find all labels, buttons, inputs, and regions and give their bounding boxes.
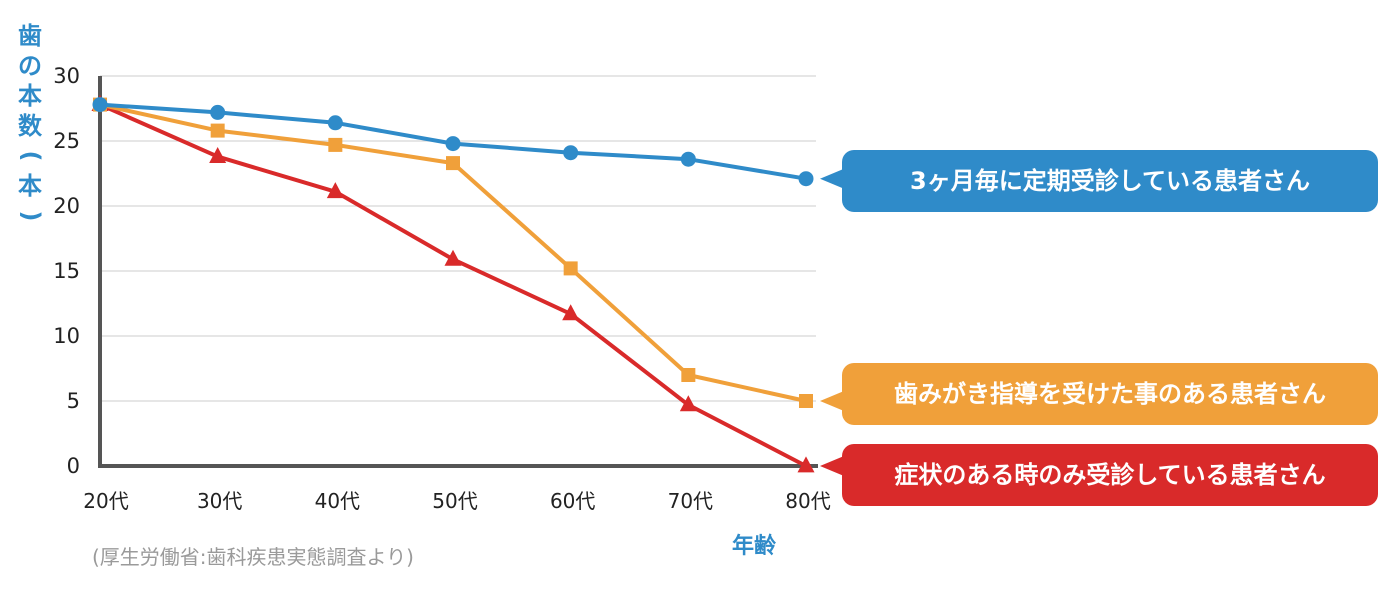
y-tick-label: 25	[53, 129, 80, 153]
x-tick-label: 60代	[550, 489, 595, 513]
x-tick-label: 50代	[432, 489, 477, 513]
y-axis-label-char: 数	[18, 112, 43, 140]
callout-pointer	[820, 168, 844, 189]
data-point	[328, 137, 343, 152]
legend-callout	[842, 150, 1378, 212]
x-axis-label: 年齢	[732, 533, 777, 559]
data-point	[446, 156, 460, 171]
y-axis-label-char: )	[17, 211, 45, 222]
data-point	[562, 304, 580, 321]
data-point	[445, 136, 461, 152]
source-note: (厚生労働省:歯科疾患実態調査より)	[92, 545, 414, 569]
data-point	[563, 145, 579, 161]
data-point	[92, 97, 108, 113]
y-tick-label: 5	[67, 389, 80, 413]
legend-callout	[842, 363, 1378, 425]
data-point	[209, 147, 227, 163]
x-tick-label: 80代	[785, 489, 830, 513]
data-point	[327, 115, 343, 131]
data-point	[797, 456, 815, 473]
data-point	[679, 395, 697, 412]
y-axis-label-char: 本	[18, 172, 42, 200]
y-tick-label: 30	[53, 64, 80, 88]
y-axis-label-char: 本	[18, 82, 42, 110]
y-tick-label: 10	[53, 324, 80, 348]
data-point	[210, 104, 226, 120]
legend-callouts: 3ヶ月毎に定期受診している患者さん歯みがき指導を受けた事のある患者さん症状のある…	[820, 150, 1378, 506]
data-point	[680, 151, 696, 167]
x-tick-label: 40代	[315, 489, 360, 513]
y-axis-label-char: 歯	[18, 22, 42, 50]
data-point	[799, 394, 813, 408]
data-point	[798, 171, 814, 187]
y-tick-labels: 0 5 10 15 20 25 30	[53, 64, 80, 478]
grid-lines	[100, 75, 816, 402]
data-point	[681, 368, 696, 382]
legend-label: 症状のある時のみ受診している患者さん	[894, 461, 1325, 489]
x-tick-label: 20代	[83, 489, 128, 513]
legend-label: 3ヶ月毎に定期受診している患者さん	[910, 167, 1310, 195]
legend-callout	[842, 444, 1378, 506]
callout-pointer	[820, 456, 844, 476]
y-tick-label: 15	[53, 259, 80, 283]
data-point	[210, 123, 225, 138]
data-point	[444, 249, 462, 266]
y-axis-label-char: の	[18, 52, 42, 80]
x-tick-label: 70代	[668, 489, 713, 513]
x-tick-labels: 20代 30代 40代 50代 60代 70代 80代	[83, 489, 830, 513]
data-point	[326, 182, 344, 199]
series-group	[91, 95, 815, 473]
y-tick-label: 0	[67, 454, 80, 478]
y-tick-label: 20	[53, 194, 80, 218]
y-axis-label-char: (	[17, 151, 45, 162]
data-point	[563, 261, 578, 276]
x-tick-label: 30代	[197, 489, 242, 513]
legend-label: 歯みがき指導を受けた事のある患者さん	[894, 380, 1326, 408]
callout-pointer	[820, 391, 844, 411]
